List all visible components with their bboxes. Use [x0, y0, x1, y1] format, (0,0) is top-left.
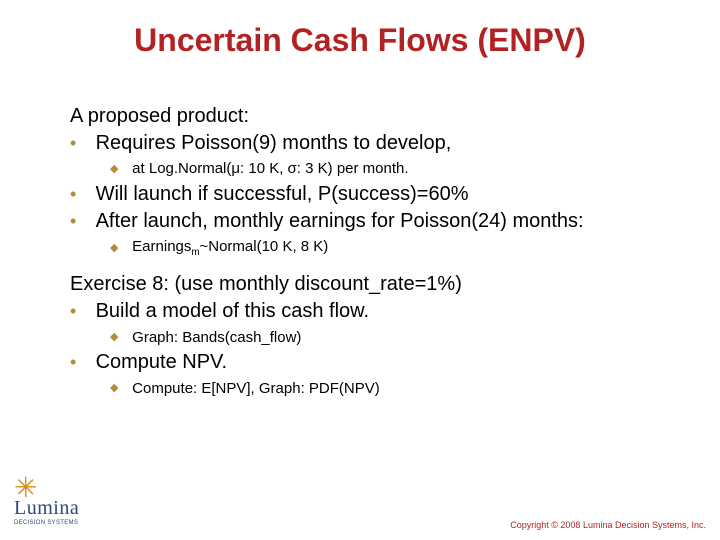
sun-icon: ✳	[14, 480, 98, 497]
bullet-text: Build a model of this cash flow.	[96, 299, 656, 324]
lumina-logo: ✳ Lumina DECISION SYSTEMS	[14, 480, 98, 526]
sub-bullet-text: Compute: E[NPV], Graph: PDF(NPV)	[132, 379, 380, 399]
earnings-pre: Earnings	[132, 238, 191, 255]
exercise-intro: Exercise 8: (use monthly discount_rate=1…	[70, 272, 670, 297]
bullet-text: Requires Poisson(9) months to develop,	[96, 131, 656, 156]
sub-bullet-item: ◆ Compute: E[NPV], Graph: PDF(NPV)	[110, 378, 670, 398]
intro-text: A proposed product:	[70, 104, 670, 129]
bullet-item: • Requires Poisson(9) months to develop,	[70, 131, 670, 156]
bullet-icon: •	[70, 350, 90, 374]
bullet-item: • Compute NPV.	[70, 350, 670, 375]
sub-bullet-item: ◆ Graph: Bands(cash_flow)	[110, 327, 670, 347]
logo-tagline: DECISION SYSTEMS	[14, 520, 98, 526]
diamond-icon: ◆	[110, 330, 128, 344]
slide-title: Uncertain Cash Flows (ENPV)	[0, 22, 720, 59]
sub-bullet-item: ◆ at Log.Normal(μ: 10 K, σ: 3 K) per mon…	[110, 159, 670, 179]
bullet-icon: •	[70, 209, 90, 233]
bullet-icon: •	[70, 131, 90, 155]
sub-bullet-text: at Log.Normal(μ: 10 K, σ: 3 K) per month…	[132, 159, 408, 179]
slide-body: A proposed product: • Requires Poisson(9…	[70, 100, 670, 401]
copyright-text: Copyright © 2008 Lumina Decision Systems…	[510, 520, 706, 530]
bullet-item: • After launch, monthly earnings for Poi…	[70, 209, 670, 234]
diamond-icon: ◆	[110, 162, 128, 176]
earnings-subscript: m	[191, 247, 199, 258]
bullet-text: Will launch if successful, P(success)=60…	[96, 182, 656, 207]
bullet-item: • Build a model of this cash flow.	[70, 299, 670, 324]
bullet-text: After launch, monthly earnings for Poiss…	[96, 209, 656, 234]
bullet-item: • Will launch if successful, P(success)=…	[70, 182, 670, 207]
diamond-icon: ◆	[110, 381, 128, 395]
earnings-post: ~Normal(10 K, 8 K)	[200, 238, 329, 255]
bullet-icon: •	[70, 299, 90, 323]
diamond-icon: ◆	[110, 241, 128, 255]
bullet-icon: •	[70, 182, 90, 206]
bullet-text: Compute NPV.	[96, 350, 656, 375]
logo-brand: Lumina	[14, 497, 98, 520]
sub-bullet-text: Earningsm~Normal(10 K, 8 K)	[132, 237, 328, 260]
sub-bullet-text: Graph: Bands(cash_flow)	[132, 328, 301, 348]
sub-bullet-item: ◆ Earningsm~Normal(10 K, 8 K)	[110, 237, 670, 260]
